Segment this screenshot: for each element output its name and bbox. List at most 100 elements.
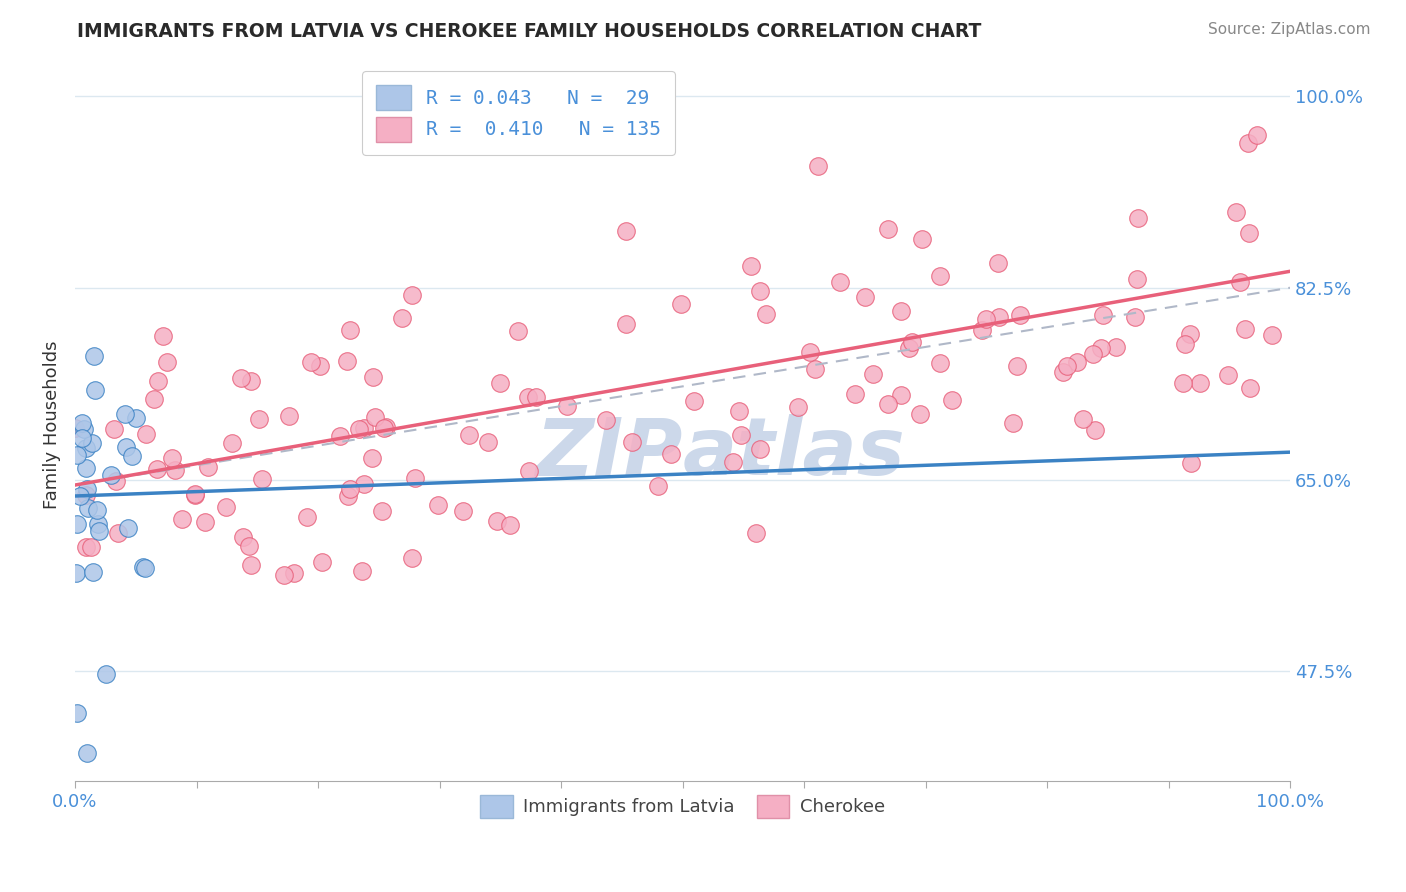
Point [682, 393, 704, 408]
Point [1173, 376, 1195, 390]
Point [83, 349, 105, 363]
Point [121, 449, 143, 463]
Point [1105, 340, 1128, 354]
Point [1071, 412, 1094, 426]
Point [69, 489, 91, 503]
Point [740, 259, 762, 273]
Point [1234, 322, 1257, 336]
Point [1237, 136, 1260, 151]
Point [557, 399, 579, 413]
Point [458, 427, 481, 442]
Point [595, 413, 617, 427]
Point [1002, 416, 1025, 430]
Point [1090, 341, 1112, 355]
Text: ZIP: ZIP [536, 414, 682, 492]
Point [972, 323, 994, 337]
Point [73, 422, 96, 436]
Point [1225, 204, 1247, 219]
Point [517, 464, 540, 478]
Point [451, 504, 474, 518]
Point [614, 318, 637, 332]
Point [183, 486, 205, 500]
Point [1125, 272, 1147, 286]
Point [787, 400, 810, 414]
Point [66, 706, 89, 720]
Point [853, 290, 876, 304]
Point [1229, 275, 1251, 289]
Point [336, 354, 359, 368]
Point [1123, 310, 1146, 324]
Point [80, 435, 103, 450]
Text: Source: ZipAtlas.com: Source: ZipAtlas.com [1208, 22, 1371, 37]
Point [1052, 365, 1074, 379]
Point [103, 422, 125, 436]
Point [107, 525, 129, 540]
Point [77, 500, 100, 515]
Point [273, 568, 295, 582]
Point [477, 434, 499, 449]
Point [70, 431, 93, 445]
Point [929, 356, 952, 370]
Point [76, 483, 98, 497]
Point [426, 498, 449, 512]
Point [135, 427, 157, 442]
Point [160, 451, 183, 466]
Point [1007, 359, 1029, 374]
Point [499, 518, 522, 533]
Point [115, 440, 138, 454]
Point [83, 383, 105, 397]
Point [876, 222, 898, 236]
Point [375, 419, 398, 434]
Point [163, 462, 186, 476]
Point [65, 448, 87, 462]
Point [363, 370, 385, 384]
Point [152, 329, 174, 343]
Point [240, 374, 263, 388]
Point [86, 516, 108, 531]
Point [728, 403, 751, 417]
Point [172, 512, 194, 526]
Point [404, 471, 426, 485]
Point [1180, 456, 1202, 470]
Point [1260, 328, 1282, 343]
Point [730, 428, 752, 442]
Point [347, 421, 370, 435]
Point [75, 488, 97, 502]
Point [908, 407, 931, 421]
Point [974, 311, 997, 326]
Point [277, 409, 299, 424]
Point [215, 500, 238, 514]
Point [1008, 309, 1031, 323]
Point [100, 468, 122, 483]
Point [749, 285, 772, 299]
Point [184, 488, 207, 502]
Point [249, 412, 271, 426]
Point [63, 421, 86, 435]
Point [156, 355, 179, 369]
Point [295, 510, 318, 524]
Point [1066, 355, 1088, 369]
Point [1091, 308, 1114, 322]
Point [70, 416, 93, 430]
Point [197, 460, 219, 475]
Point [146, 374, 169, 388]
Point [987, 256, 1010, 270]
Point [508, 325, 530, 339]
Text: IMMIGRANTS FROM LATVIA VS CHEROKEE FAMILY HOUSEHOLDS CORRELATION CHART: IMMIGRANTS FROM LATVIA VS CHEROKEE FAMIL… [77, 22, 981, 41]
Legend: Immigrants from Latvia, Cherokee: Immigrants from Latvia, Cherokee [472, 788, 893, 825]
Point [489, 376, 512, 391]
Point [75, 460, 97, 475]
Point [364, 410, 387, 425]
Point [1084, 423, 1107, 437]
Point [75, 540, 97, 554]
Point [86, 502, 108, 516]
Point [929, 268, 952, 283]
Point [134, 561, 156, 575]
Point [844, 387, 866, 401]
Point [1178, 326, 1201, 341]
Point [87, 524, 110, 538]
Point [524, 390, 547, 404]
Point [620, 435, 643, 450]
Point [890, 388, 912, 402]
Point [361, 451, 384, 466]
